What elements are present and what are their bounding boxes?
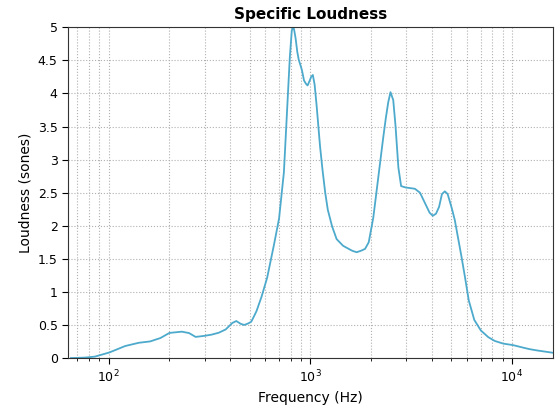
- X-axis label: Frequency (Hz): Frequency (Hz): [258, 391, 363, 404]
- Title: Specific Loudness: Specific Loudness: [234, 7, 387, 22]
- Y-axis label: Loudness (sones): Loudness (sones): [18, 132, 32, 253]
